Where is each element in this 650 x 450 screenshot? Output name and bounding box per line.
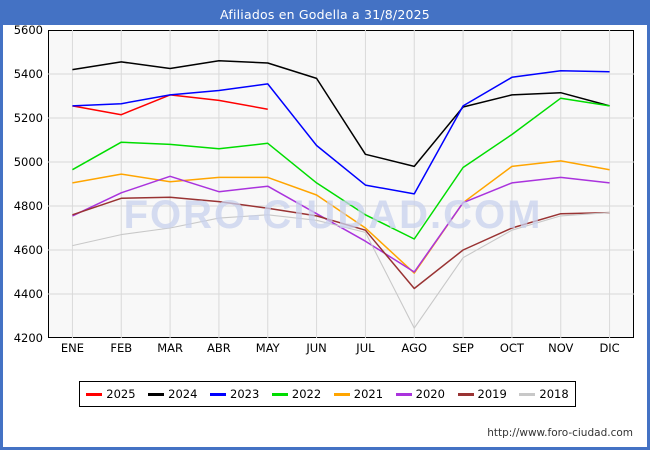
chart-lines (48, 30, 634, 338)
legend-swatch-icon (395, 392, 412, 396)
x-axis-tick-label: JUN (306, 341, 327, 355)
y-axis-tick-label: 5400 (13, 67, 43, 81)
x-axis-tick-label: JUL (356, 341, 375, 355)
legend-item-2025[interactable]: 2025 (86, 387, 136, 401)
series-line-2022 (72, 97, 610, 240)
legend-item-2022[interactable]: 2022 (271, 387, 322, 401)
legend-item-label: 2020 (415, 387, 445, 401)
series-line-2021 (72, 160, 610, 274)
legend-item-2023[interactable]: 2023 (210, 387, 259, 401)
y-axis-tick-label: 4800 (13, 199, 43, 213)
x-axis-tick-label: FEB (110, 341, 133, 355)
legend-item-2019[interactable]: 2019 (457, 387, 507, 401)
legend-item-label: 2021 (353, 387, 384, 401)
x-axis-tick-label: SEP (452, 341, 474, 355)
legend-swatch-icon (86, 392, 103, 396)
y-axis-tick-label: 4200 (13, 331, 43, 345)
y-axis-labels: 4200 4400 4600 4800 5000 5200 5400 5600 (3, 23, 650, 345)
page-title: Afiliados en Godella a 31/8/2025 (220, 6, 430, 22)
legend-item-label: 2019 (477, 387, 507, 401)
x-axis-labels: ENE FEB MAR ABR MAY JUN JUL AGO SEP OCT NOV DIC (48, 341, 634, 359)
legend-swatch-icon (148, 392, 165, 396)
footer-url: http://www.foro-ciudad.com (487, 427, 633, 439)
series-line-2019 (72, 196, 610, 290)
x-axis-tick-label: MAR (157, 341, 183, 355)
y-axis-tick-label: 4400 (13, 287, 43, 301)
x-axis-tick-label: ENE (60, 341, 84, 355)
y-axis-tick-label: 5200 (13, 111, 43, 125)
legend-item-label: 2025 (106, 387, 136, 401)
series-line-2023 (72, 69, 610, 195)
legend-swatch-icon (457, 392, 474, 396)
legend-item-2018[interactable]: 2018 (519, 387, 569, 401)
legend-item-2024[interactable]: 2024 (148, 387, 197, 401)
legend-swatch-icon (210, 392, 227, 396)
window-title-bar: Afiliados en Godella a 31/8/2025 (3, 3, 647, 25)
x-axis-tick-label: ABR (207, 341, 231, 355)
x-axis-tick-label: AGO (401, 341, 428, 355)
legend-item-label: 2024 (168, 387, 198, 401)
x-axis-tick-label: MAY (255, 341, 280, 355)
x-axis-tick-label: DIC (599, 341, 620, 355)
y-axis-tick-label: 5000 (13, 155, 43, 169)
legend-item-label: 2018 (539, 387, 569, 401)
series-line-2020 (72, 175, 610, 273)
series-line-2018 (72, 212, 610, 329)
legend-item-2021[interactable]: 2021 (333, 387, 384, 401)
legend-swatch-icon (519, 392, 536, 396)
x-axis-tick-label: NOV (548, 341, 574, 355)
x-axis-tick-label: OCT (499, 341, 524, 355)
y-axis-tick-label: 5600 (13, 23, 43, 37)
y-axis-tick-label: 4600 (13, 243, 43, 257)
series-line-2024 (72, 60, 610, 168)
plot-wrapper (48, 30, 634, 338)
chart-legend: 2025 2024 2023 2022 2021 2020 2019 2018 (79, 381, 576, 407)
legend-item-label: 2023 (230, 387, 260, 401)
legend-item-label: 2022 (291, 387, 322, 401)
legend-item-2020[interactable]: 2020 (395, 387, 445, 401)
legend-swatch-icon (333, 392, 350, 396)
legend-swatch-icon (271, 392, 288, 396)
